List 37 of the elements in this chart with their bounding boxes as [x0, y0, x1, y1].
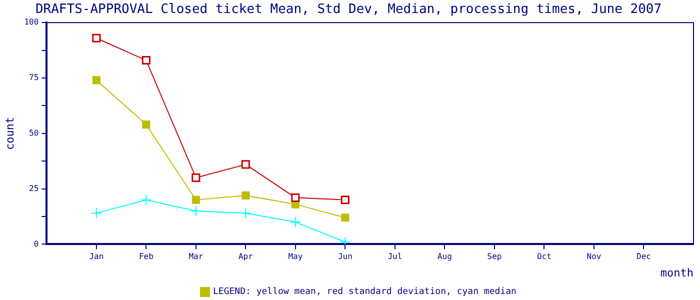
x-tick-label: Feb	[138, 252, 154, 262]
x-tick-label: Jan	[89, 252, 104, 262]
x-tick-label: Dec	[636, 252, 652, 262]
x-tick-label: May	[288, 252, 303, 262]
point	[240, 208, 252, 219]
y-tick-label: 50	[29, 128, 39, 138]
point	[90, 208, 102, 219]
y-tick-label: 100	[24, 18, 39, 27]
point	[340, 196, 350, 204]
x-axis-title: month	[660, 266, 694, 280]
point	[92, 76, 100, 84]
x-tick-label: Oct	[537, 252, 552, 262]
point	[92, 34, 101, 42]
point	[241, 160, 250, 169]
x-tick-label: Sep	[487, 252, 502, 262]
point	[341, 214, 350, 222]
y-tick-label: 25	[29, 184, 39, 193]
point	[190, 205, 202, 216]
chart-title: DRAFTS-APPROVAL Closed ticket Mean, Std Dev, Median, processing times, June 2007	[35, 2, 662, 18]
point	[291, 193, 300, 202]
y-axis-title: count	[3, 116, 16, 150]
x-tick-label: Nov	[586, 252, 602, 262]
point	[192, 196, 200, 204]
point	[142, 120, 150, 129]
x-tick-label: Aug	[437, 252, 452, 262]
point	[140, 194, 152, 206]
x-tick-label: Apr	[238, 252, 254, 262]
point	[142, 56, 150, 65]
text: LEGEND: yellow mean, red standard deviation, cyan median	[213, 287, 516, 297]
point	[290, 216, 301, 228]
x-tick-label: Mar	[188, 252, 204, 262]
point	[192, 173, 200, 182]
y-tick-label: 75	[29, 73, 39, 82]
x-tick-label: Jul	[388, 252, 402, 262]
x-tick-label: Jun	[338, 252, 353, 262]
y-tick-label: 0	[34, 239, 39, 248]
point	[242, 191, 250, 200]
